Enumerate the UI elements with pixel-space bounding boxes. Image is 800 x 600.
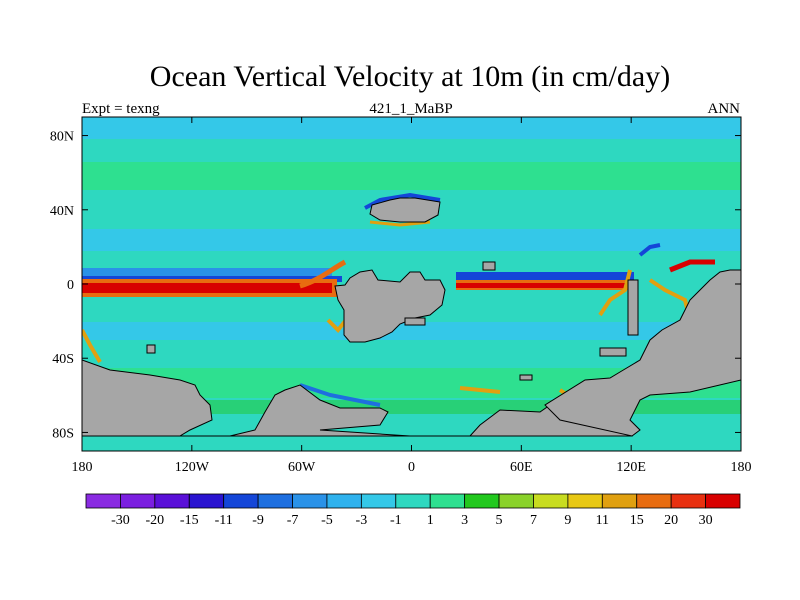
land-masses: [82, 197, 741, 437]
colorbar-box: [601, 493, 638, 509]
colorbar-label: -1: [390, 513, 402, 528]
x-tick-label: 60W: [288, 460, 316, 475]
colorbar-box: [292, 493, 328, 509]
x-tick-label: 120W: [175, 460, 210, 475]
colorbar-label: -15: [180, 513, 199, 528]
field-band-arctic: [82, 117, 741, 139]
colorbar-box: [670, 493, 706, 509]
experiment-label: Expt = texng: [82, 101, 160, 117]
colorbar-box: [360, 493, 397, 509]
colorbar-box: [154, 493, 190, 509]
colorbar-label: 1: [427, 513, 434, 528]
colorbar-box: [395, 493, 431, 509]
colorbar-label: -9: [252, 513, 264, 528]
field-band-north-trade: [82, 229, 741, 251]
field-coastal-upwelling-6: [669, 259, 715, 273]
land-island-2: [599, 347, 627, 357]
colorbar-box: [498, 493, 534, 509]
x-tick-label: 60E: [510, 460, 533, 475]
land-continent-east: [544, 269, 741, 437]
land-island-3: [146, 344, 156, 354]
colorbar-label: -5: [321, 513, 333, 528]
field-coastal-upwelling-5: [369, 220, 431, 227]
age-label: 421_1_MaBP: [369, 101, 453, 117]
field-coastal-downwelling-2: [638, 243, 661, 257]
colorbar-label: -3: [356, 513, 368, 528]
colorbar-label: -11: [215, 513, 233, 528]
field-band-south-trade: [82, 322, 741, 340]
colorbar-box: [85, 493, 121, 509]
field-pacific-east-upwelling: [299, 259, 347, 289]
colorbar-label: 5: [496, 513, 503, 528]
colorbar-box: [429, 493, 466, 509]
colorbar-box: [120, 493, 156, 509]
y-tick-label: 80S: [52, 426, 74, 441]
colorbar-label: 3: [461, 513, 468, 528]
colorbar-label: 15: [630, 513, 644, 528]
colorbar-box: [636, 493, 672, 509]
colorbar-label: -20: [146, 513, 165, 528]
field-coastal-downwelling-1: [364, 192, 441, 210]
x-tick-label: 120E: [616, 460, 646, 475]
field-coastal-upwelling-8: [459, 386, 501, 394]
colorbar-label: 20: [664, 513, 678, 528]
field-indian-downwelling: [456, 272, 634, 280]
colorbar-box: [326, 493, 362, 509]
land-continent-central: [334, 269, 446, 343]
y-tick-label: 0: [67, 278, 74, 293]
colorbar-label: 30: [699, 513, 713, 528]
y-tick-label: 80N: [50, 130, 74, 145]
field-coastal-upwelling-7: [82, 329, 102, 364]
y-tick-label: 40S: [52, 352, 74, 367]
colorbar-box: [257, 493, 293, 509]
x-tick-label: 180: [731, 460, 752, 475]
land-island-4: [482, 261, 496, 271]
colorbar-box: [464, 493, 500, 509]
land-island-6: [404, 317, 426, 326]
x-tick-label: 180: [72, 460, 93, 475]
land-island-1: [627, 279, 639, 336]
chart-title: Ocean Vertical Velocity at 10m (in cm/da…: [149, 60, 671, 93]
field-indian-upwelling-core: [456, 283, 626, 288]
season-label: ANN: [707, 101, 741, 117]
colorbar-label: -7: [287, 513, 299, 528]
colorbar-box: [705, 493, 741, 509]
field-coastal-downwelling-3: [299, 383, 381, 407]
x-tick-label: 0: [408, 460, 415, 475]
field-band-north-subtropic: [82, 162, 741, 190]
colorbar-label: -30: [111, 513, 130, 528]
land-island-5: [519, 374, 533, 381]
field-pacific-upwelling-core: [82, 283, 332, 293]
colorbar-box: [188, 493, 225, 509]
land-continent-north: [369, 197, 441, 223]
colorbar-label: 9: [564, 513, 571, 528]
colorbar-label: 11: [596, 513, 609, 528]
y-tick-label: 40N: [50, 204, 74, 219]
colorbar-box: [223, 493, 259, 509]
colorbar-label: 7: [530, 513, 537, 528]
colorbar-box: [533, 493, 569, 509]
colorbar-box: [567, 493, 603, 509]
